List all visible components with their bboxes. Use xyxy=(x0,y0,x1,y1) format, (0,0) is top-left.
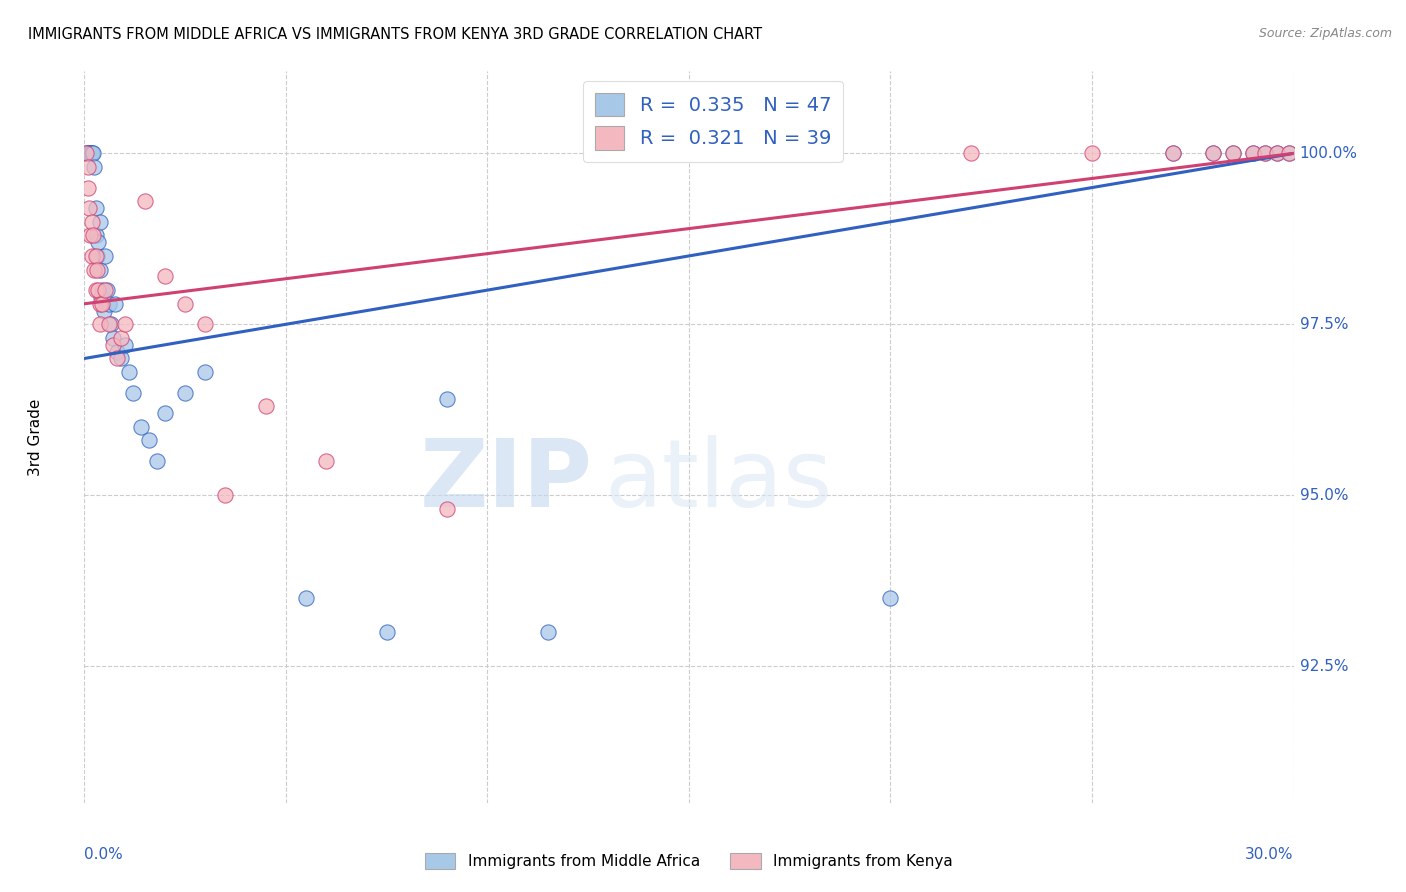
Point xyxy=(83,262,105,277)
Point xyxy=(97,297,120,311)
Point xyxy=(129,420,152,434)
Point xyxy=(75,146,97,161)
Point xyxy=(121,385,143,400)
Point xyxy=(104,297,127,311)
Point xyxy=(1254,146,1277,161)
Text: ZIP: ZIP xyxy=(419,435,592,527)
Point xyxy=(93,283,115,297)
Point xyxy=(174,385,197,400)
Legend: Immigrants from Middle Africa, Immigrants from Kenya: Immigrants from Middle Africa, Immigrant… xyxy=(419,847,959,875)
Point xyxy=(537,624,560,639)
Point xyxy=(97,318,120,332)
Point xyxy=(1278,146,1301,161)
Point xyxy=(77,180,100,194)
Point xyxy=(1222,146,1244,161)
Point xyxy=(1254,146,1277,161)
Point xyxy=(96,283,118,297)
Point xyxy=(110,351,132,366)
Point xyxy=(1222,146,1244,161)
Text: 100.0%: 100.0% xyxy=(1299,146,1358,161)
Text: 30.0%: 30.0% xyxy=(1246,847,1294,862)
Point xyxy=(1202,146,1225,161)
Text: atlas: atlas xyxy=(605,435,832,527)
Point xyxy=(153,406,176,420)
Point xyxy=(146,454,169,468)
Point xyxy=(89,215,111,229)
Point xyxy=(1161,146,1184,161)
Point xyxy=(436,501,458,516)
Point xyxy=(93,249,115,263)
Point xyxy=(194,318,217,332)
Legend: R =  0.335   N = 47, R =  0.321   N = 39: R = 0.335 N = 47, R = 0.321 N = 39 xyxy=(583,81,844,161)
Point xyxy=(101,331,124,345)
Point xyxy=(93,303,115,318)
Point xyxy=(101,338,124,352)
Point xyxy=(91,283,114,297)
Point xyxy=(1267,146,1289,161)
Point xyxy=(114,338,136,352)
Point xyxy=(86,228,108,243)
Point xyxy=(80,215,103,229)
Point xyxy=(295,591,318,605)
Point xyxy=(82,228,104,243)
Point xyxy=(82,146,104,161)
Point xyxy=(86,249,108,263)
Point xyxy=(84,249,107,263)
Point xyxy=(76,160,98,174)
Point xyxy=(105,351,128,366)
Point xyxy=(436,392,458,407)
Text: 95.0%: 95.0% xyxy=(1299,488,1348,503)
Point xyxy=(214,488,236,502)
Point xyxy=(77,146,100,161)
Point xyxy=(90,290,112,304)
Point xyxy=(1081,146,1104,161)
Point xyxy=(1267,146,1289,161)
Point xyxy=(1241,146,1264,161)
Text: Source: ZipAtlas.com: Source: ZipAtlas.com xyxy=(1258,27,1392,40)
Point xyxy=(100,318,122,332)
Point xyxy=(80,146,103,161)
Point xyxy=(1278,146,1301,161)
Point xyxy=(89,297,111,311)
Point xyxy=(86,283,108,297)
Point xyxy=(114,318,136,332)
Point xyxy=(79,228,101,243)
Text: 92.5%: 92.5% xyxy=(1299,658,1348,673)
Point xyxy=(87,235,110,250)
Point xyxy=(76,146,98,161)
Point xyxy=(174,297,197,311)
Point xyxy=(110,331,132,345)
Point xyxy=(89,318,111,332)
Point xyxy=(79,146,101,161)
Point xyxy=(86,262,108,277)
Text: IMMIGRANTS FROM MIDDLE AFRICA VS IMMIGRANTS FROM KENYA 3RD GRADE CORRELATION CHA: IMMIGRANTS FROM MIDDLE AFRICA VS IMMIGRA… xyxy=(28,27,762,42)
Point xyxy=(84,201,107,215)
Point xyxy=(1202,146,1225,161)
Point xyxy=(91,297,114,311)
Text: 0.0%: 0.0% xyxy=(84,847,124,862)
Text: 97.5%: 97.5% xyxy=(1299,317,1348,332)
Point xyxy=(1241,146,1264,161)
Point xyxy=(118,365,141,379)
Point xyxy=(82,249,104,263)
Point xyxy=(89,262,111,277)
Point xyxy=(77,201,100,215)
Point xyxy=(1161,146,1184,161)
Point xyxy=(315,454,337,468)
Point xyxy=(254,400,277,414)
Point xyxy=(77,146,100,161)
Point xyxy=(138,434,160,448)
Point xyxy=(83,160,105,174)
Point xyxy=(75,146,97,161)
Point xyxy=(134,194,156,209)
Point xyxy=(879,591,901,605)
Point xyxy=(87,283,110,297)
Point xyxy=(375,624,398,639)
Point xyxy=(105,344,128,359)
Point xyxy=(82,146,104,161)
Point xyxy=(194,365,217,379)
Text: 3rd Grade: 3rd Grade xyxy=(28,399,44,475)
Point xyxy=(153,269,176,284)
Point xyxy=(960,146,983,161)
